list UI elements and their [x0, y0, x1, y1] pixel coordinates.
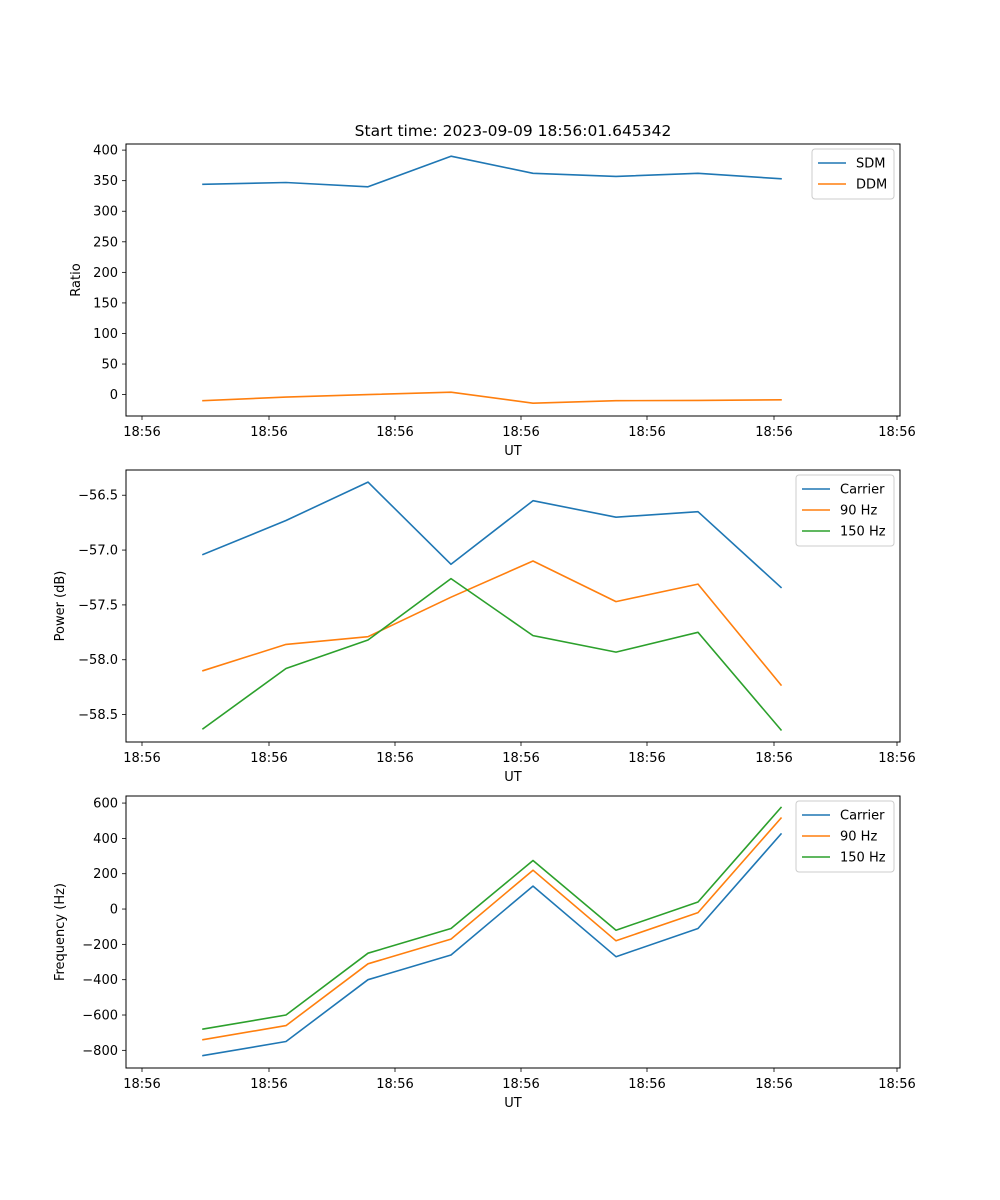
series-line-carrier	[202, 832, 783, 1057]
chart-title: Start time: 2023-09-09 18:56:01.645342	[355, 122, 672, 140]
y-tick-label: −58.0	[78, 653, 118, 668]
y-axis-label: Power (dB)	[53, 571, 68, 642]
x-tick-label: 18:56	[376, 1077, 413, 1092]
x-tick-label: 18:56	[502, 425, 539, 440]
x-tick-label: 18:56	[755, 1077, 792, 1092]
x-axis-label: UT	[504, 770, 522, 785]
y-tick-label: 0	[110, 388, 118, 403]
x-axis-label: UT	[504, 444, 522, 459]
panel-2: 18:56 18:56 18:56 18:56 18:56 18:56 18:56 −58.5…	[53, 469, 916, 785]
legend-label: 90 Hz	[840, 504, 877, 519]
series-line-150-hz	[201, 577, 783, 732]
series-line-ddm	[202, 391, 782, 405]
y-tick-label: 50	[101, 358, 118, 373]
x-tick-label: 18:56	[628, 425, 665, 440]
legend-label: DDM	[856, 178, 887, 193]
y-tick-label: −200	[82, 938, 118, 953]
y-tick-label: 100	[93, 327, 118, 342]
x-axis-label: UT	[504, 1096, 522, 1111]
legend-label: SDM	[856, 157, 885, 172]
y-axis-label: Frequency (Hz)	[53, 883, 68, 981]
y-tick-label: −800	[82, 1044, 118, 1059]
series-line-90-hz	[201, 560, 783, 687]
x-tick-label: 18:56	[250, 1077, 287, 1092]
x-tick-label: 18:56	[250, 751, 287, 766]
legend-label: Carrier	[840, 483, 885, 498]
y-tick-label: 250	[93, 235, 118, 250]
x-tick-label: 18:56	[376, 751, 413, 766]
y-tick-label: 400	[93, 144, 118, 159]
y-axis-label: Ratio	[69, 263, 84, 296]
legend-label: 150 Hz	[840, 525, 886, 540]
y-tick-label: −58.5	[78, 708, 118, 723]
y-tick-label: 200	[93, 867, 118, 882]
y-tick-label: −600	[82, 1009, 118, 1024]
y-tick-label: 200	[93, 266, 118, 281]
series-line-carrier	[201, 481, 783, 589]
y-tick-label: −57.5	[78, 598, 118, 613]
panel-1: 18:56 18:56 18:56 18:56 18:56 18:56 18:56 0 50 10…	[69, 143, 916, 459]
y-tick-label: 400	[93, 832, 118, 847]
legend-box	[795, 800, 895, 873]
axes-frame	[125, 795, 901, 1069]
x-tick-label: 18:56	[628, 1077, 665, 1092]
x-tick-label: 18:56	[123, 751, 160, 766]
x-tick-label: 18:56	[123, 1077, 160, 1092]
x-tick-label: 18:56	[250, 425, 287, 440]
y-tick-label: 0	[110, 903, 118, 918]
x-tick-label: 18:56	[123, 425, 160, 440]
legend-label: Carrier	[840, 809, 885, 824]
legend: Carrier 90 Hz 150 Hz	[795, 474, 895, 547]
y-tick-label: 150	[93, 296, 118, 311]
series-line-90-hz	[202, 816, 783, 1041]
legend: SDM DDM	[811, 148, 895, 200]
x-tick-label: 18:56	[502, 751, 539, 766]
x-tick-label: 18:56	[878, 1077, 915, 1092]
x-tick-label: 18:56	[878, 751, 915, 766]
y-tick-label: 300	[93, 205, 118, 220]
y-tick-label: −56.5	[78, 489, 118, 504]
x-tick-label: 18:56	[755, 425, 792, 440]
legend-label: 90 Hz	[840, 830, 877, 845]
axes-frame	[125, 469, 901, 743]
series-line-sdm	[202, 155, 782, 188]
legend-box	[811, 148, 895, 200]
legend-label: 150 Hz	[840, 851, 886, 866]
panel-3: 18:56 18:56 18:56 18:56 18:56 18:56 18:56 −800 −…	[53, 795, 916, 1111]
x-tick-label: 18:56	[628, 751, 665, 766]
legend: Carrier 90 Hz 150 Hz	[795, 800, 895, 873]
x-tick-label: 18:56	[755, 751, 792, 766]
series-line-150-hz	[202, 806, 783, 1031]
y-tick-label: −57.0	[78, 544, 118, 559]
legend-box	[795, 474, 895, 547]
y-tick-label: −400	[82, 973, 118, 988]
x-tick-label: 18:56	[376, 425, 413, 440]
y-tick-label: 350	[93, 174, 118, 189]
axes-frame	[125, 143, 901, 417]
y-tick-label: 600	[93, 797, 118, 812]
x-tick-label: 18:56	[502, 1077, 539, 1092]
x-tick-label: 18:56	[878, 425, 915, 440]
